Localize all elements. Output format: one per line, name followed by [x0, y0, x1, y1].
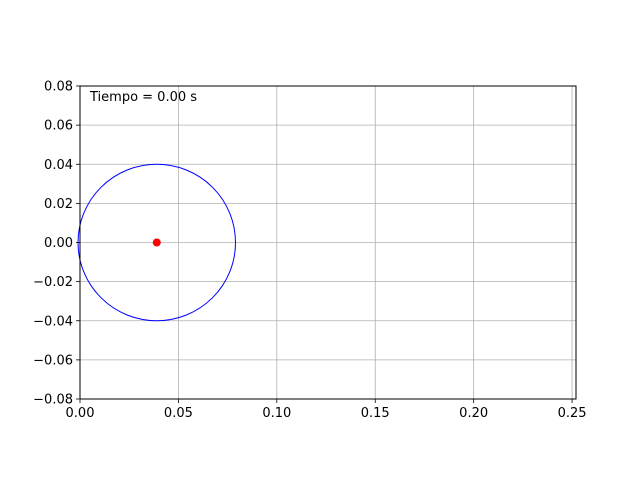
y-tick-label: 0.06 [44, 119, 73, 134]
x-tick-label: 0.05 [164, 406, 193, 421]
y-tick-label: −0.02 [33, 275, 73, 290]
y-tick-label: 0.02 [44, 197, 73, 212]
y-tick-label: −0.04 [33, 314, 73, 329]
x-tick-label: 0.20 [459, 406, 488, 421]
y-tick-label: −0.08 [33, 393, 73, 408]
red-point-marker [152, 238, 161, 247]
x-tick-label: 0.25 [558, 406, 587, 421]
y-tick-label: −0.06 [33, 353, 73, 368]
x-tick-label: 0.00 [66, 406, 95, 421]
grid-layer [79, 85, 576, 400]
y-tick-label: 0.08 [44, 80, 73, 95]
x-tick-label: 0.15 [361, 406, 390, 421]
tick-layer: 0.00 0.05 0.10 0.15 0.20 0.25 −0.08 −0.06 −0.04 −… [33, 80, 586, 422]
time-annotation: Tiempo = 0.00 s [89, 90, 197, 105]
x-tick-label: 0.10 [262, 406, 291, 421]
y-tick-label: 0.00 [44, 236, 73, 251]
y-tick-label: 0.04 [44, 158, 73, 173]
